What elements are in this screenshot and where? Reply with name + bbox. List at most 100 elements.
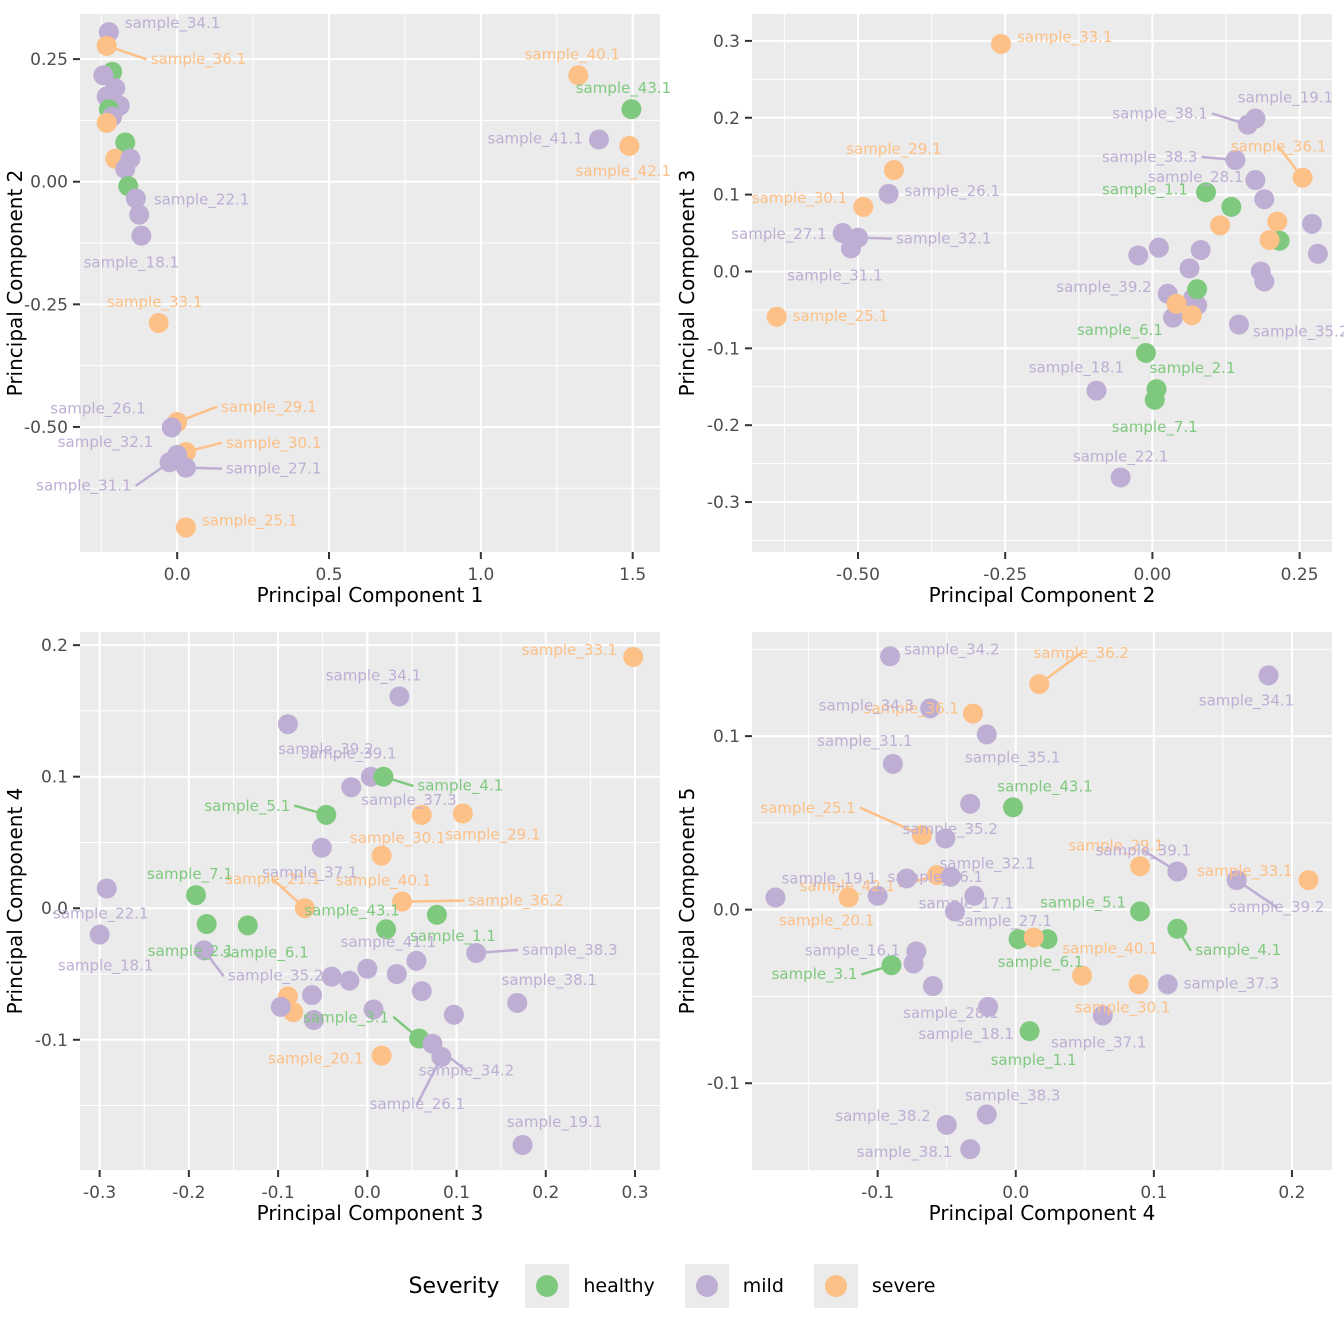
data-point (1029, 674, 1050, 695)
point-label: sample_38.1 (857, 1143, 952, 1162)
point-label: sample_42.1 (576, 162, 671, 181)
data-point (896, 868, 917, 889)
point-label: sample_29.1 (1068, 836, 1163, 855)
point-label: sample_37.3 (1184, 974, 1279, 993)
point-label: sample_2.1 (1150, 359, 1236, 378)
data-point (431, 1046, 452, 1067)
data-point (1226, 870, 1247, 891)
point-label: sample_20.1 (779, 912, 874, 931)
point-label: sample_19.1 (1238, 89, 1333, 108)
data-point (880, 646, 901, 667)
point-label: sample_3.1 (303, 1008, 389, 1027)
data-point (386, 964, 407, 985)
point-label: sample_5.1 (204, 797, 290, 816)
legend-entry-severe: severe (813, 1264, 936, 1308)
y-tick-label: -0.1 (35, 1031, 68, 1051)
data-point (964, 885, 985, 906)
data-point (1130, 901, 1151, 922)
data-point (392, 891, 413, 912)
point-label: sample_40.1 (525, 45, 620, 64)
point-label: sample_27.1 (731, 225, 826, 244)
x-tick-label: 1.0 (467, 565, 494, 585)
point-label: sample_36.2 (1034, 644, 1129, 663)
point-label: sample_38.3 (522, 941, 617, 960)
legend-key-severe (813, 1264, 858, 1308)
data-point (1267, 211, 1288, 232)
data-point (339, 970, 360, 991)
data-point (363, 999, 384, 1020)
point-label: sample_28.1 (1148, 168, 1243, 187)
point-label: sample_4.1 (417, 777, 503, 796)
point-label: sample_43.1 (304, 901, 399, 920)
point-label: sample_31.1 (817, 732, 912, 751)
point-label: sample_36.1 (1231, 138, 1326, 157)
point-label: sample_1.1 (1102, 180, 1188, 199)
point-label: sample_40.1 (336, 872, 431, 891)
data-point (302, 985, 322, 1006)
legend-dot-icon (695, 1275, 718, 1297)
data-point (1008, 929, 1029, 950)
data-point (962, 703, 983, 724)
data-point (89, 924, 110, 945)
data-point (426, 904, 447, 925)
data-point (1254, 189, 1275, 210)
point-label: sample_41.1 (341, 933, 436, 952)
point-label: sample_35.2 (228, 966, 323, 985)
x-tick-label: 0.5 (315, 565, 342, 585)
legend-entry-mild: mild (684, 1264, 784, 1308)
point-label: sample_31.1 (787, 266, 882, 285)
data-point (1245, 108, 1266, 129)
point-label: sample_36.1 (864, 700, 959, 719)
point-label: sample_27.1 (957, 912, 1052, 931)
data-point (1128, 974, 1149, 995)
point-label: sample_37.1 (262, 864, 357, 883)
x-tick-label: 1.5 (619, 565, 646, 585)
data-point (882, 753, 903, 774)
point-label: sample_33.1 (107, 293, 202, 312)
point-label: sample_29.1 (846, 140, 941, 159)
x-axis-title: Principal Component 1 (257, 583, 484, 607)
point-label: sample_2.1 (148, 942, 234, 961)
point-label: sample_32.1 (940, 855, 1035, 874)
data-point (1003, 797, 1023, 818)
point-label: sample_20.1 (268, 1050, 363, 1069)
data-point (1157, 974, 1178, 995)
data-point (115, 132, 136, 153)
x-tick-label: -0.1 (861, 1183, 894, 1203)
x-tick-label: -0.2 (172, 1183, 205, 1203)
legend-dot-icon (824, 1275, 847, 1297)
point-label: sample_21.1 (225, 870, 320, 889)
y-axis-title: Principal Component 4 (3, 788, 27, 1015)
data-point (507, 992, 528, 1013)
data-point (853, 196, 874, 217)
x-tick-label: 0.00 (1133, 565, 1171, 585)
data-point (1167, 861, 1188, 882)
data-point (1254, 271, 1275, 292)
point-label: sample_1.1 (410, 927, 496, 946)
data-point (96, 35, 117, 56)
point-label: sample_25.1 (202, 511, 297, 530)
point-label: sample_1.1 (991, 1051, 1077, 1070)
x-tick-label: -0.3 (83, 1183, 116, 1203)
data-point (588, 129, 609, 150)
point-label: sample_6.1 (1077, 321, 1163, 340)
x-tick-label: 0.0 (1002, 1183, 1029, 1203)
y-tick-label: 0.25 (30, 50, 68, 70)
point-label: sample_37.1 (1051, 1034, 1146, 1053)
panel-pc2-vs-pc3: -0.50 -0.25 0.00 0.25 0.3 0.2 0.1 0.0 -0.1 -0.2 -0… (672, 0, 1344, 618)
data-point (270, 996, 291, 1017)
data-point (1144, 389, 1165, 410)
y-tick-label: -0.1 (707, 339, 740, 359)
point-label: sample_26.1 (888, 868, 983, 887)
data-point (93, 65, 114, 86)
data-point (389, 686, 410, 707)
data-point (96, 112, 117, 133)
point-label: sample_39.2 (1229, 898, 1324, 917)
data-point (371, 845, 392, 866)
point-label: sample_35.2 (902, 820, 997, 839)
point-label: sample_42.1 (800, 877, 895, 896)
point-label: sample_22.1 (1073, 447, 1168, 466)
data-point (978, 996, 999, 1017)
data-point (452, 803, 473, 824)
